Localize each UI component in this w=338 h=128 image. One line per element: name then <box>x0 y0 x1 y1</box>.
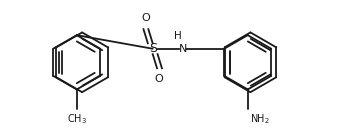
Text: N: N <box>178 44 187 54</box>
Text: O: O <box>142 13 150 23</box>
Text: NH$_2$: NH$_2$ <box>250 112 270 126</box>
Text: CH$_3$: CH$_3$ <box>67 112 87 126</box>
Text: S: S <box>149 42 157 55</box>
Text: O: O <box>155 74 164 84</box>
Text: H: H <box>174 31 182 41</box>
